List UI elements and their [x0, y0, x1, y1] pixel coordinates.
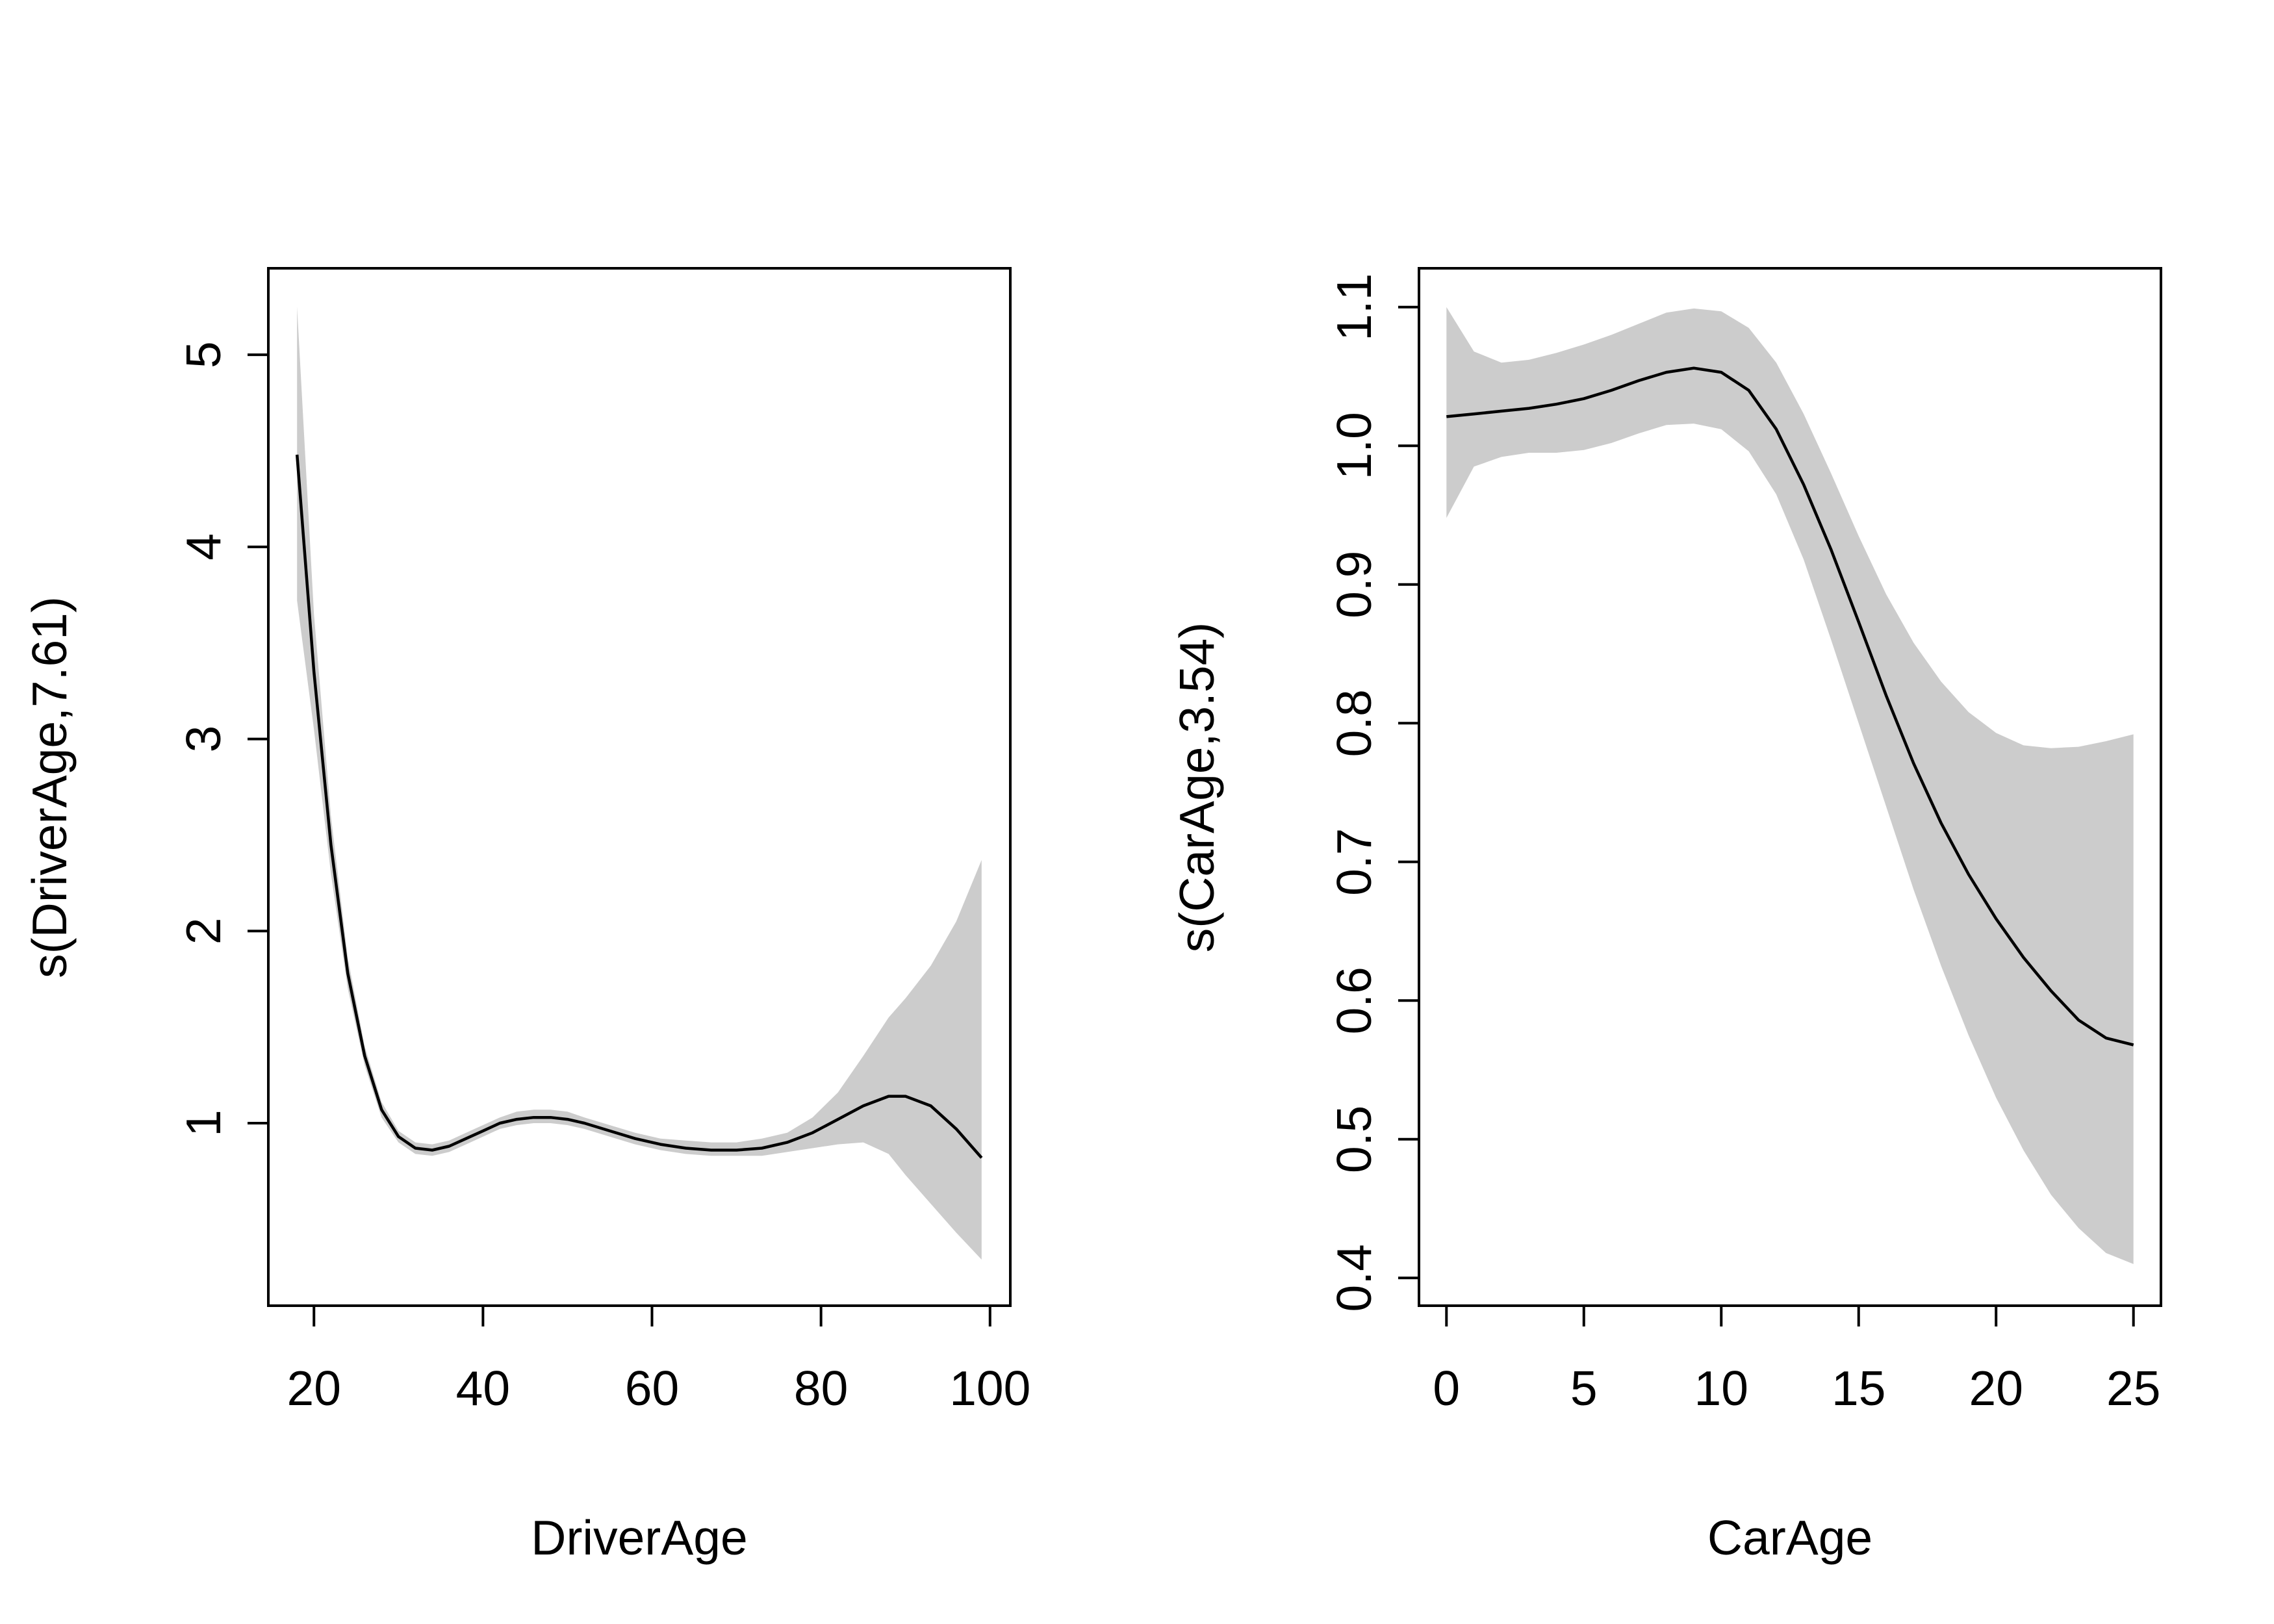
y-tick-label: 0.4 — [1327, 1244, 1381, 1312]
y-axis-title-driverage: s(DriverAge,7.61) — [22, 596, 77, 978]
panel-driverage: 20 40 60 80 100 1 2 3 4 5 DriverAge s(DriverAge,… — [22, 267, 1030, 1565]
y-tick-label: 4 — [176, 533, 231, 561]
y-tick-label: 0.6 — [1327, 967, 1381, 1034]
y-tick-label: 5 — [176, 341, 231, 368]
y-tick-label: 1.1 — [1327, 273, 1381, 341]
x-tick-label: 25 — [2106, 1361, 2160, 1415]
x-tick-label: 100 — [949, 1361, 1030, 1415]
y-tick-label: 0.7 — [1327, 828, 1381, 896]
x-axis-title-driverage: DriverAge — [531, 1510, 747, 1565]
y-axis-title-carage: s(CarAge,3.54) — [1169, 622, 1224, 953]
x-tick-label: 40 — [456, 1361, 510, 1415]
x-tick-label: 20 — [1969, 1361, 2023, 1415]
y-tick-label: 1 — [176, 1110, 231, 1137]
x-tick-label: 5 — [1570, 1361, 1598, 1415]
y-tick-label: 0.8 — [1327, 689, 1381, 757]
x-tick-label: 60 — [625, 1361, 679, 1415]
x-tick-label: 15 — [1832, 1361, 1885, 1415]
y-tick-label: 0.9 — [1327, 551, 1381, 618]
panel-carage: 0 5 10 15 20 25 0.4 0.5 0.6 0.7 0.8 0.9 1.0 1.1 CarA… — [1169, 267, 2162, 1565]
x-axis-driverage: 20 40 60 80 100 — [287, 1304, 1030, 1415]
x-tick-label: 80 — [794, 1361, 848, 1415]
y-tick-label: 1.0 — [1327, 412, 1381, 479]
x-axis-title-carage: CarAge — [1707, 1510, 1872, 1565]
fit-line-driverage — [295, 454, 983, 1159]
x-tick-label: 10 — [1694, 1361, 1748, 1415]
x-axis-carage: 0 5 10 15 20 25 — [1433, 1304, 2160, 1415]
y-axis-driverage: 1 2 3 4 5 — [176, 341, 270, 1137]
fit-line-carage — [1446, 366, 2134, 1047]
x-tick-label: 0 — [1433, 1361, 1460, 1415]
y-tick-label: 3 — [176, 726, 231, 753]
y-tick-label: 0.5 — [1327, 1106, 1381, 1173]
y-tick-label: 2 — [176, 917, 231, 945]
confidence-band-driverage — [297, 307, 982, 1260]
x-tick-label: 20 — [287, 1361, 341, 1415]
confidence-band-carage — [1446, 307, 2134, 1264]
y-axis-carage: 0.4 0.5 0.6 0.7 0.8 0.9 1.0 1.1 — [1327, 273, 1420, 1312]
